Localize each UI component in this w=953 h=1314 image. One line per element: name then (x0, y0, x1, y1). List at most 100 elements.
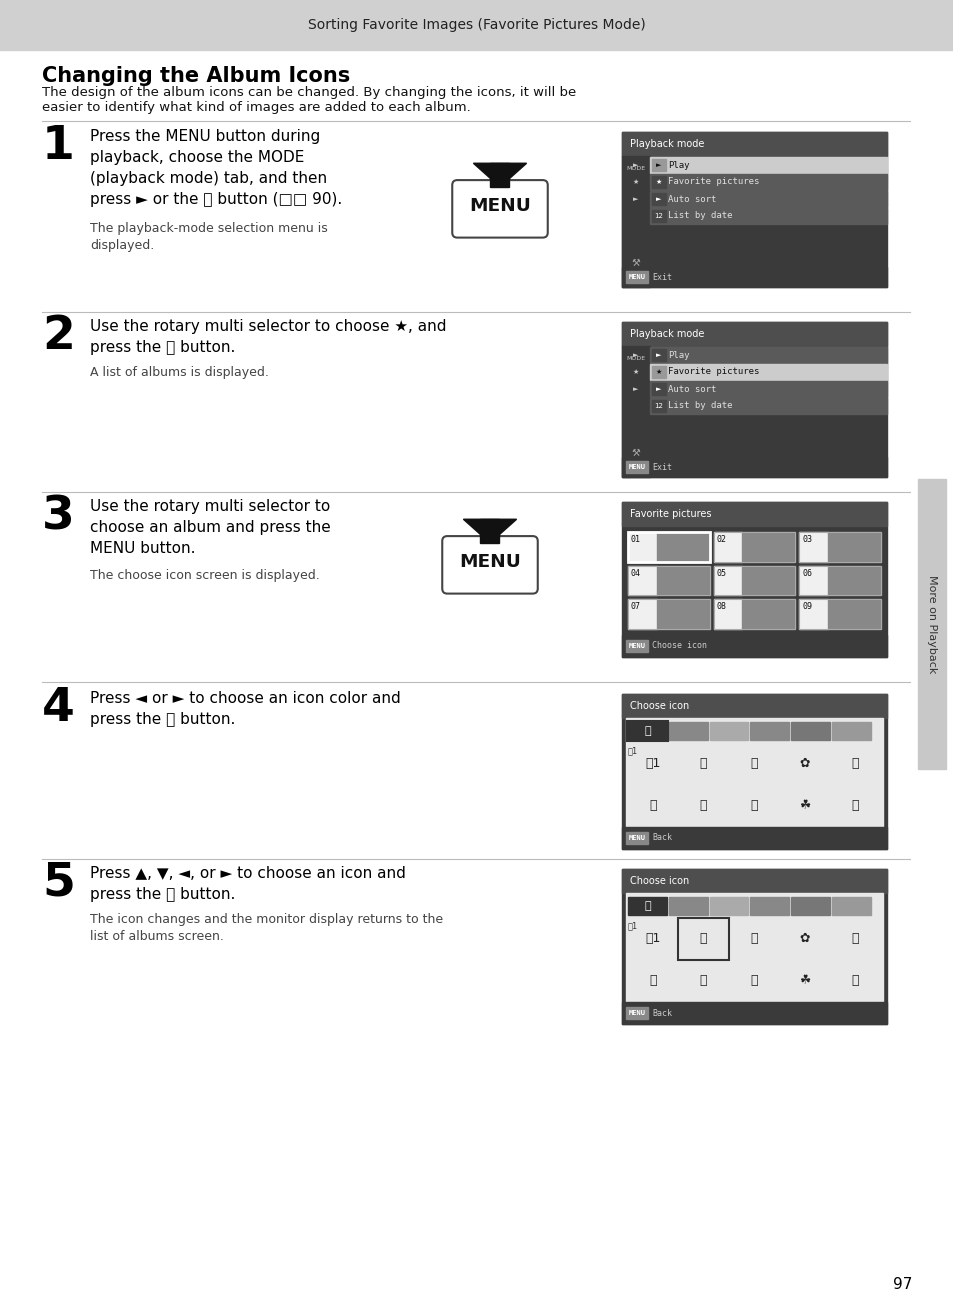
Bar (621, 457, 886, 477)
Bar (656, 599, 709, 629)
Bar (621, 694, 886, 717)
Text: Exit: Exit (651, 463, 671, 472)
Bar (625, 717, 882, 827)
Text: ★: ★ (655, 179, 661, 185)
Text: ►: ► (656, 162, 661, 168)
Text: Use the rotary multi selector to choose ★, and
press the ⒪ button.: Use the rotary multi selector to choose … (90, 319, 446, 355)
Bar (799, 565, 880, 595)
Text: Choose icon: Choose icon (629, 700, 688, 711)
Bar (709, 897, 748, 915)
Text: List by date: List by date (667, 212, 732, 221)
Bar (651, 176, 665, 188)
Bar (831, 721, 870, 740)
Text: 05: 05 (716, 569, 726, 578)
Bar (621, 635, 886, 657)
Bar (625, 894, 882, 1003)
Bar (651, 210, 665, 222)
Text: 2: 2 (42, 314, 74, 359)
Text: ⓪1: ⓪1 (644, 932, 659, 945)
Text: MENU: MENU (628, 1010, 645, 1016)
Text: ⓪1: ⓪1 (627, 921, 638, 930)
Bar (649, 381, 886, 397)
Bar (677, 918, 728, 959)
Bar (750, 721, 788, 740)
Bar (627, 565, 656, 595)
Text: ★: ★ (655, 369, 661, 374)
Text: 03: 03 (801, 535, 812, 544)
Text: 02: 02 (716, 535, 726, 544)
Bar (713, 532, 741, 561)
Text: The icon changes and the monitor display returns to the
list of albums screen.: The icon changes and the monitor display… (90, 913, 442, 943)
Bar (799, 599, 880, 629)
Bar (709, 721, 748, 740)
Bar (627, 565, 709, 595)
Text: 🍴: 🍴 (851, 974, 858, 987)
Bar (621, 267, 886, 286)
Bar (649, 398, 886, 414)
Text: Playback mode: Playback mode (629, 139, 703, 148)
Text: Auto sort: Auto sort (667, 194, 716, 204)
Bar (651, 159, 665, 171)
Text: 🚗: 🚗 (749, 799, 757, 812)
Bar (713, 599, 741, 629)
Text: The design of the album icons can be changed. By changing the icons, it will be: The design of the album icons can be cha… (42, 85, 576, 99)
Bar (627, 721, 666, 740)
Text: Favorite pictures: Favorite pictures (667, 177, 759, 187)
Text: Press ◄ or ► to choose an icon color and
press the ⒪ button.: Press ◄ or ► to choose an icon color and… (90, 691, 400, 727)
Bar (621, 869, 886, 894)
Text: ►: ► (656, 386, 661, 392)
Text: 04: 04 (630, 569, 640, 578)
Bar (649, 364, 886, 380)
Text: Playback mode: Playback mode (629, 328, 703, 339)
Text: MENU: MENU (628, 464, 645, 470)
Bar (831, 897, 870, 915)
Bar (621, 156, 649, 286)
Bar (627, 599, 709, 629)
Text: ⛰: ⛰ (749, 757, 757, 770)
Text: ⚒: ⚒ (631, 258, 639, 268)
Bar (625, 832, 647, 844)
Text: Press the MENU button during
playback, choose the MODE
(playback mode) tab, and : Press the MENU button during playback, c… (90, 129, 342, 208)
Bar (713, 565, 795, 595)
Text: ✿: ✿ (799, 932, 809, 945)
Text: 🚗: 🚗 (749, 974, 757, 987)
Text: Use the rotary multi selector to
choose an album and press the
MENU button.: Use the rotary multi selector to choose … (90, 499, 331, 556)
Bar (621, 694, 886, 849)
Text: Choose icon: Choose icon (651, 641, 706, 650)
Bar (651, 367, 665, 378)
Bar (621, 869, 886, 1024)
Text: 08: 08 (716, 602, 726, 611)
Bar (651, 382, 665, 396)
Text: A list of albums is displayed.: A list of albums is displayed. (90, 367, 269, 378)
Text: ★: ★ (632, 179, 639, 185)
Text: 5: 5 (42, 861, 74, 905)
Text: Choose icon: Choose icon (629, 876, 688, 886)
Bar (741, 532, 795, 561)
Text: Favorite pictures: Favorite pictures (667, 368, 759, 377)
FancyBboxPatch shape (452, 180, 547, 238)
Text: MENU: MENU (628, 643, 645, 649)
Bar (621, 1003, 886, 1024)
Bar (621, 131, 886, 156)
Bar (621, 502, 886, 657)
Text: 97: 97 (892, 1277, 911, 1292)
Text: ►: ► (656, 196, 661, 202)
Text: MENU: MENU (458, 553, 520, 572)
Bar (627, 599, 656, 629)
Bar (656, 565, 709, 595)
Text: List by date: List by date (667, 402, 732, 410)
Text: ►: ► (633, 162, 638, 168)
Text: ►: ► (633, 352, 638, 357)
Text: 🏰: 🏰 (699, 799, 706, 812)
Bar (0, 0, 953, 50)
Text: MODE: MODE (626, 356, 645, 360)
Bar (651, 193, 665, 205)
Bar (649, 347, 886, 363)
Bar (790, 897, 829, 915)
Bar (741, 599, 795, 629)
Bar (621, 502, 886, 526)
Text: ►: ► (633, 386, 638, 392)
Text: 07: 07 (630, 602, 640, 611)
Text: MENU: MENU (469, 197, 531, 215)
Bar (627, 897, 666, 915)
